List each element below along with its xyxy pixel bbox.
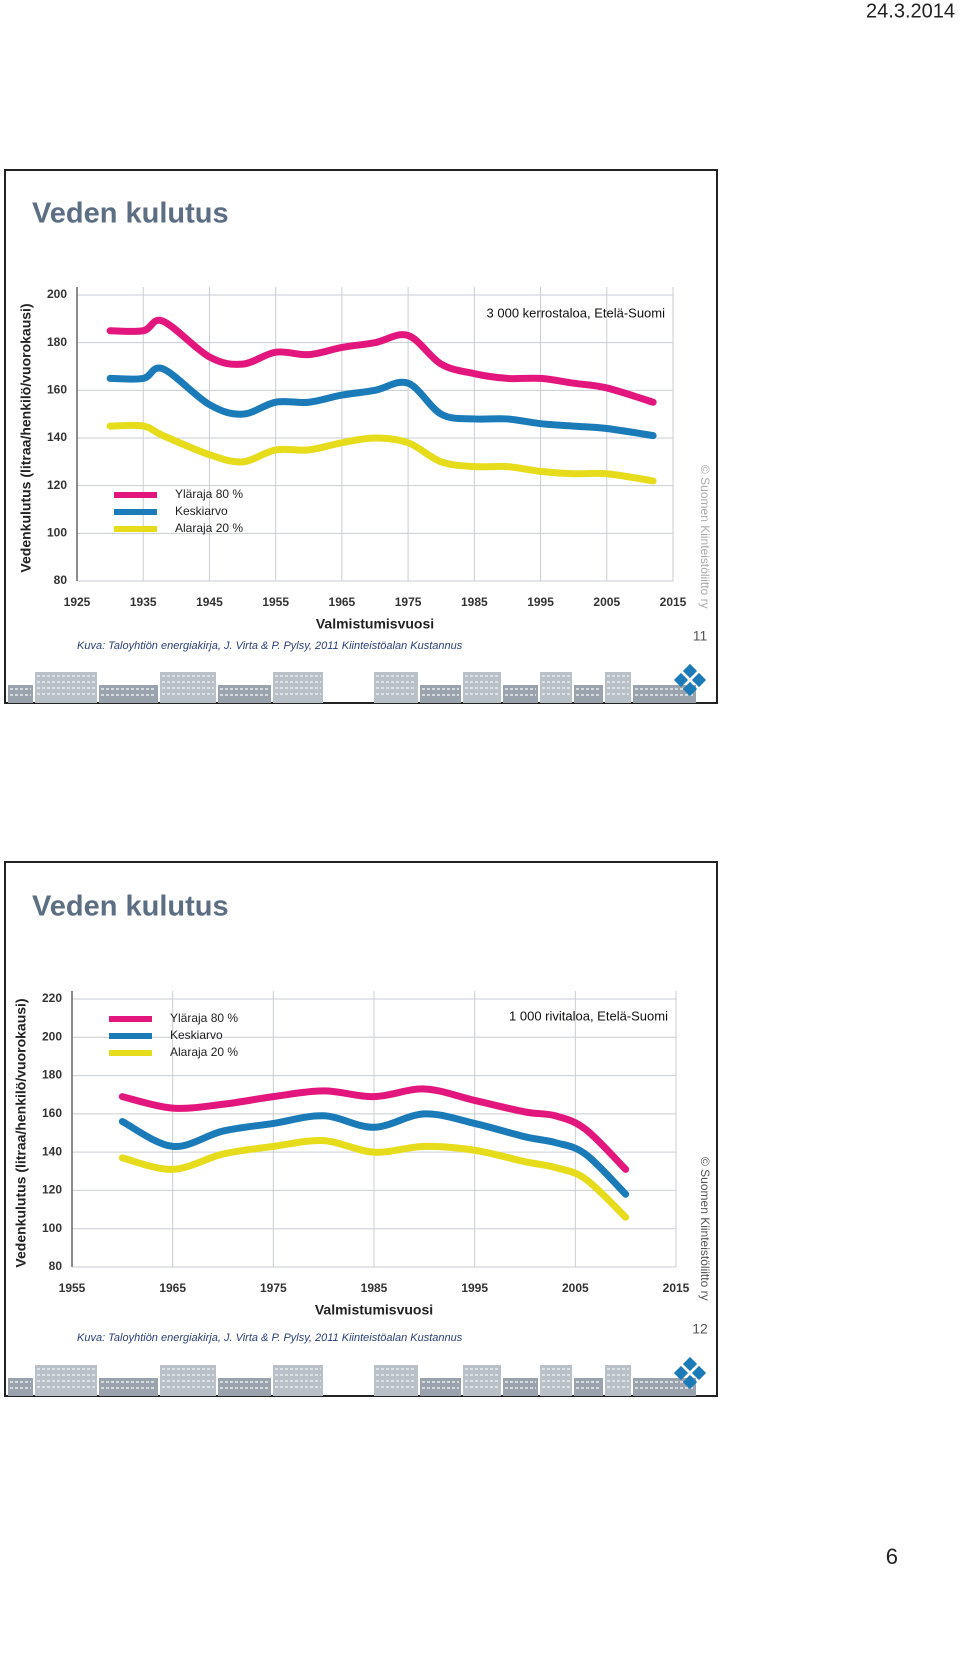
building	[35, 1365, 97, 1396]
building	[99, 685, 158, 703]
x-axis-label: Valmistumisvuosi	[316, 616, 434, 632]
x-tick-label: 1985	[361, 1281, 388, 1295]
y-tick-label: 120	[42, 1183, 62, 1197]
x-tick-label: 1955	[262, 595, 289, 609]
y-tick-label: 200	[47, 287, 67, 301]
slide-title: Veden kulutus	[32, 198, 229, 230]
y-tick-label: 140	[47, 430, 67, 444]
y-tick-label: 180	[42, 1068, 62, 1082]
x-tick-label: 1965	[159, 1281, 186, 1295]
copyright: © Suomen Kiinteistöliitto ry	[698, 465, 712, 609]
copyright: © Suomen Kiinteistöliitto ry	[698, 1157, 712, 1301]
series-line	[118, 1110, 630, 1198]
x-tick-label: 1995	[527, 595, 554, 609]
series-line	[106, 364, 657, 440]
logo	[673, 1365, 689, 1381]
building	[99, 1378, 158, 1396]
logo	[673, 672, 689, 688]
x-tick-label: 2015	[660, 595, 687, 609]
legend-label: Keskiarvo	[170, 1028, 223, 1042]
page-number: 6	[886, 1544, 898, 1569]
legend-label: Alaraja 20 %	[170, 1045, 238, 1059]
x-tick-label: 2005	[562, 1281, 589, 1295]
building	[8, 1378, 33, 1396]
caption: Kuva: Taloyhtiön energiakirja, J. Virta …	[77, 640, 463, 652]
building	[503, 685, 538, 703]
building	[218, 1378, 271, 1396]
series-line	[118, 1137, 630, 1221]
y-tick-label: 220	[42, 991, 62, 1005]
legend-label: Keskiarvo	[175, 504, 228, 518]
legend-label: Yläraja 80 %	[170, 1011, 238, 1025]
annotation: 3 000 kerrostaloa, Etelä-Suomi	[487, 305, 666, 320]
x-tick-label: 1965	[329, 595, 356, 609]
logo	[682, 681, 698, 697]
building	[8, 685, 33, 703]
x-tick-label: 2005	[593, 595, 620, 609]
building	[540, 672, 572, 703]
y-tick-label: 180	[47, 335, 67, 349]
x-tick-label: 1945	[196, 595, 223, 609]
series-line	[106, 316, 657, 406]
logo	[691, 672, 707, 688]
legend-label: Alaraja 20 %	[175, 521, 243, 535]
y-axis-label: Vedenkulutus (litraa/henkilö/vuorokausi)	[18, 303, 34, 572]
y-tick-label: 100	[47, 526, 67, 540]
x-tick-label: 1975	[395, 595, 422, 609]
y-tick-label: 120	[47, 478, 67, 492]
series-line	[118, 1085, 630, 1173]
slide-title: Veden kulutus	[32, 891, 229, 923]
building	[503, 1378, 538, 1396]
x-tick-label: 1995	[461, 1281, 488, 1295]
y-tick-label: 200	[42, 1029, 62, 1043]
x-tick-label: 1975	[260, 1281, 287, 1295]
building	[540, 1365, 572, 1396]
building	[574, 685, 603, 703]
x-tick-label: 1925	[64, 595, 91, 609]
logo	[691, 1365, 707, 1381]
logo	[682, 1356, 698, 1372]
x-tick-label: 1955	[59, 1281, 86, 1295]
logo	[682, 1374, 698, 1390]
slide-number: 11	[693, 628, 708, 644]
date: 24.3.2014	[866, 0, 955, 22]
building	[35, 672, 97, 703]
caption: Kuva: Taloyhtiön energiakirja, J. Virta …	[77, 1332, 463, 1344]
y-tick-label: 140	[42, 1144, 62, 1158]
series-line	[106, 421, 657, 485]
y-tick-label: 80	[54, 573, 68, 587]
slide-number: 12	[692, 1321, 708, 1337]
building	[420, 1378, 461, 1396]
y-tick-label: 160	[42, 1106, 62, 1120]
logo	[682, 663, 698, 679]
building	[218, 685, 271, 703]
legend-label: Yläraja 80 %	[175, 487, 243, 501]
building	[574, 1378, 603, 1396]
y-axis-label: Vedenkulutus (litraa/henkilö/vuorokausi)	[13, 998, 29, 1267]
x-tick-label: 1985	[461, 595, 488, 609]
x-axis-label: Valmistumisvuosi	[315, 1302, 433, 1318]
x-tick-label: 2015	[663, 1281, 690, 1295]
y-tick-label: 160	[47, 383, 67, 397]
x-tick-label: 1935	[130, 595, 157, 609]
building	[420, 685, 461, 703]
y-tick-label: 80	[49, 1259, 63, 1273]
y-tick-label: 100	[42, 1221, 62, 1235]
annotation: 1 000 rivitaloa, Etelä-Suomi	[509, 1008, 668, 1023]
